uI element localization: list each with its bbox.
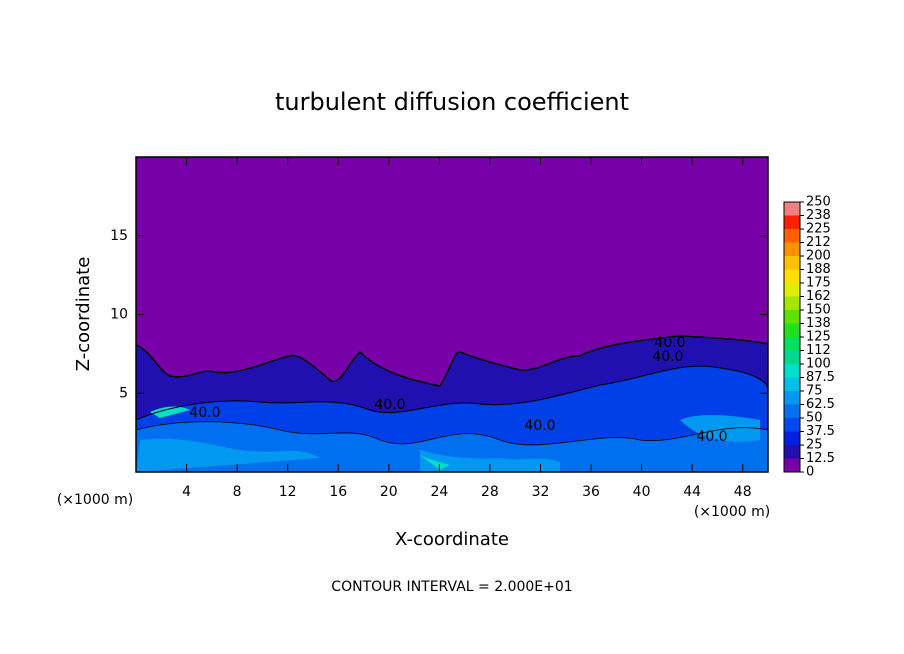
x-tick-label: 4 [182,484,191,500]
contour-label: 40.0 [652,349,683,365]
x-tick-label: 48 [734,484,752,500]
x-tick-label: 36 [582,484,600,500]
contour-line [135,421,769,446]
x-tick-label: 28 [481,484,499,500]
y-tick-label: 5 [119,385,128,401]
colorbar-label: 87.5 [806,370,835,385]
contour-label: 40.0 [524,418,555,434]
colorbar-segment [784,431,800,445]
colorbar-segment [784,215,800,229]
colorbar-segment [784,296,800,310]
colorbar-segment [784,445,800,459]
chart-title: turbulent diffusion coefficient [275,88,629,116]
colorbar-label: 0 [806,465,814,480]
contour-line [135,365,769,421]
colorbar-label: 238 [806,208,831,223]
x-tick-label: 16 [329,484,347,500]
x-tick-label: 24 [430,484,448,500]
colorbar-segment [784,364,800,378]
colorbar-label: 100 [806,357,831,372]
colorbar-label: 150 [806,303,831,318]
contour-field [135,157,769,472]
colorbar-segment [784,458,800,472]
colorbar-label: 212 [806,235,831,250]
colorbar-label: 25 [806,438,823,453]
colorbar-segment [784,418,800,432]
colorbar-segment [784,256,800,270]
x-axis-label: X-coordinate [395,529,509,550]
colorbar-segment [784,283,800,297]
contour-label: 40.0 [696,429,727,445]
colorbar-segment [784,202,800,216]
colorbar-label: 175 [806,276,831,291]
colorbar-label: 112 [806,343,831,358]
colorbar-label: 62.5 [806,397,835,412]
colorbar-segment [784,323,800,337]
y-tick-label: 15 [110,228,128,244]
x-tick-label: 8 [233,484,242,500]
colorbar-label: 138 [806,316,831,331]
colorbar-label: 200 [806,249,831,264]
colorbar-label: 188 [806,262,831,277]
contour-label: 40.0 [654,335,685,351]
y-axis-label: Z-coordinate [73,257,94,372]
colorbar-segment [784,269,800,283]
footer-note: CONTOUR INTERVAL = 2.000E+01 [331,579,572,595]
x-unit-label: (×1000 m) [57,492,133,508]
colorbar-segment [784,337,800,351]
x-tick-label: 20 [380,484,398,500]
colorbar-segment [784,229,800,243]
colorbar-segment [784,404,800,418]
colorbar-segment [784,310,800,324]
colorbar-label: 250 [806,195,831,210]
colorbar-label: 37.5 [806,424,835,439]
colorbar-label: 225 [806,222,831,237]
x-tick-label: 40 [633,484,651,500]
x-tick-label: 12 [279,484,297,500]
x-tick-label: 32 [532,484,550,500]
colorbar-segment [784,350,800,364]
y-tick-label: 10 [110,307,128,323]
x-tick-label: 44 [683,484,701,500]
colorbar-label: 125 [806,330,831,345]
contour-line [135,335,769,387]
colorbar-segment [784,377,800,391]
colorbar-label: 12.5 [806,451,835,466]
colorbar-segment [784,242,800,256]
contour-label: 40.0 [374,397,405,413]
contour-label: 40.0 [189,405,220,421]
colorbar-label: 75 [806,384,823,399]
colorbar-label: 162 [806,289,831,304]
colorbar-segment [784,391,800,405]
colorbar-label: 50 [806,411,823,426]
x-unit-label: (×1000 m) [694,504,770,520]
field-region [136,415,760,472]
